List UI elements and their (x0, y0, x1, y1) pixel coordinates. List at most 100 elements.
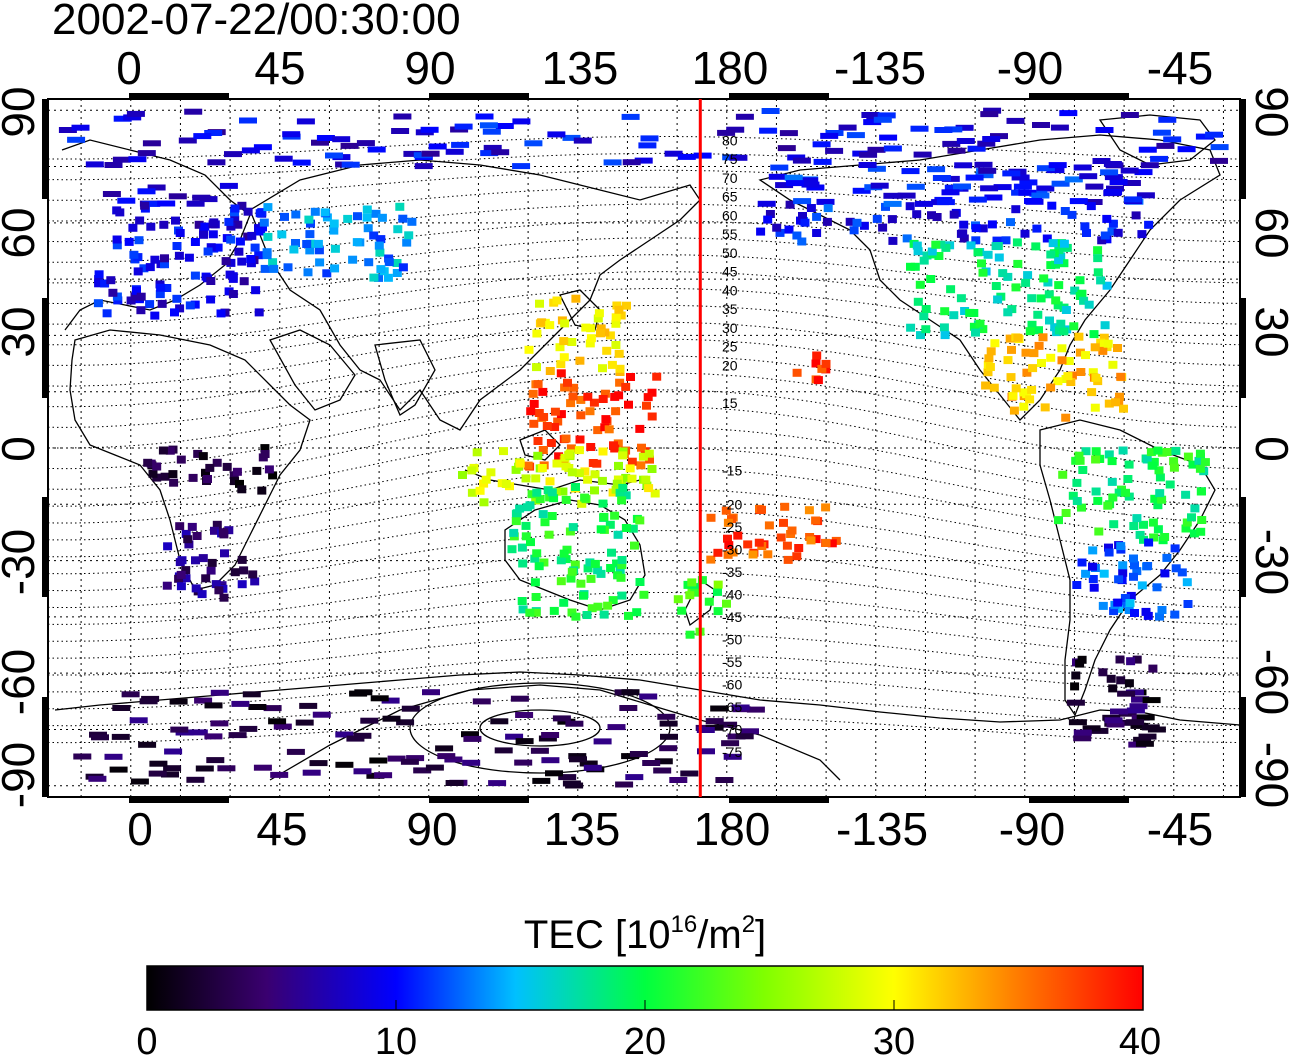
y-tick-left-60: 60 (0, 207, 44, 258)
x-tick-top-m90: -90 (997, 42, 1063, 94)
tec-patch (128, 223, 138, 232)
tec-patch (162, 581, 172, 590)
tec-patch (567, 468, 577, 477)
tec-patch (1077, 558, 1087, 567)
tec-patch (273, 723, 292, 730)
tec-patch (811, 359, 821, 368)
tec-patch (583, 475, 593, 484)
tec-patch (414, 163, 433, 170)
tec-patch (104, 753, 123, 760)
tec-patch (148, 469, 158, 478)
y-tick-right-60: 60 (1246, 207, 1292, 258)
tec-patch (91, 734, 109, 741)
tec-patch (986, 347, 996, 356)
tec-patch (659, 720, 678, 727)
tec-patch (190, 271, 200, 280)
tec-patch (547, 488, 557, 497)
tec-patch (1181, 524, 1191, 533)
tec-patch (1058, 470, 1068, 479)
tec-patch (398, 214, 408, 223)
tec-patch (1019, 179, 1038, 186)
tec-patch (510, 695, 529, 702)
magnetic-contour (48, 550, 1240, 608)
tec-patch (906, 183, 925, 190)
tec-patch (184, 253, 194, 262)
tec-patch (535, 299, 544, 308)
contour-label: 55 (722, 226, 738, 242)
tec-patch (329, 219, 339, 228)
tec-patch (983, 250, 993, 259)
tec-patch (726, 126, 745, 133)
tec-patch (402, 238, 412, 247)
tec-patch (1100, 231, 1110, 240)
tec-patch (1165, 480, 1175, 489)
tec-patch (635, 578, 645, 586)
tec-patch (956, 138, 975, 144)
tec-patch (754, 538, 764, 547)
tec-patch (901, 168, 920, 175)
tec-patch (922, 251, 932, 260)
magnetic-contour (48, 254, 1240, 304)
tec-patch (690, 588, 700, 597)
tec-patch (883, 200, 902, 207)
tec-patch (554, 452, 564, 461)
tec-patch (561, 462, 571, 471)
tec-patch (393, 225, 403, 234)
tec-patch (1050, 124, 1069, 131)
tec-patch (228, 732, 247, 739)
tec-patch (260, 264, 270, 273)
tec-patch (112, 705, 131, 711)
tec-patch (1103, 161, 1122, 167)
tec-patch (1120, 594, 1130, 602)
tec-patch (376, 235, 386, 244)
tec-patch (1009, 406, 1019, 415)
tec-patch (1075, 456, 1085, 465)
tec-patch (1102, 214, 1112, 223)
tec-patch (488, 780, 507, 787)
tec-patch (210, 689, 229, 696)
tec-patch (545, 367, 555, 375)
tec-patch (1155, 473, 1165, 482)
contour-label: 45 (722, 264, 738, 280)
tec-patch (657, 713, 676, 720)
y-tick-left-0: 0 (0, 436, 44, 462)
magnetic-contour (48, 321, 1240, 387)
tec-patch (660, 733, 678, 740)
tec-patch (1061, 306, 1071, 314)
tec-patch (237, 201, 247, 210)
tec-patch (823, 204, 833, 213)
tec-patch (1148, 518, 1158, 527)
tec-patch (1116, 676, 1126, 685)
tec-patch (194, 220, 204, 229)
tec-patch (1046, 261, 1056, 270)
tec-patch (643, 393, 653, 402)
contour-label: 60 (722, 207, 738, 223)
tec-patch (1038, 333, 1048, 342)
tec-patch (1115, 655, 1125, 664)
tec-patch (291, 210, 301, 219)
tec-patch (559, 598, 569, 607)
tec-patch (168, 470, 178, 479)
contour-label: 65 (722, 189, 738, 205)
magnetic-contour (48, 389, 1240, 470)
tec-patch (621, 689, 640, 696)
tec-patch (621, 382, 631, 391)
tec-patch (546, 439, 556, 447)
tec-patch (982, 136, 1001, 142)
tec-patch (420, 126, 439, 133)
tec-patch (992, 236, 1002, 245)
tec-patch (100, 279, 110, 288)
tec-patch (775, 228, 785, 237)
tec-patch (685, 591, 695, 600)
tec-patch (1046, 167, 1065, 174)
tec-patch (252, 466, 262, 475)
tec-patch (677, 606, 687, 615)
tec-patch (600, 389, 610, 398)
tec-patch (617, 591, 627, 600)
tec-patch (320, 208, 330, 217)
magnetic-contour (48, 592, 1240, 642)
tec-patch (343, 214, 353, 223)
tec-patch (1059, 259, 1069, 268)
tec-patch (1047, 201, 1057, 210)
